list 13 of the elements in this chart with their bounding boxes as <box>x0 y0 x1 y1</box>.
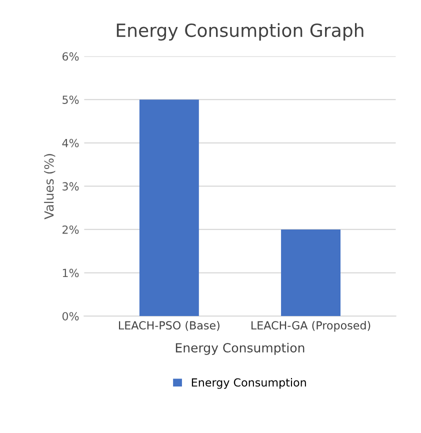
y-tick-label: 0% <box>62 312 79 320</box>
x-tick-label: LEACH-PSO (Base) <box>119 320 220 331</box>
x-tick-label: LEACH-GA (Proposed) <box>252 320 370 332</box>
y-tick-label: 3% <box>62 182 79 191</box>
x-axis-title: Energy Consumption <box>176 342 304 355</box>
y-tick-label: 5% <box>62 96 79 104</box>
chart-title: Energy Consumption Graph <box>116 23 364 41</box>
y-tick-label: 4% <box>62 138 79 148</box>
legend-label: Energy Consumption <box>192 378 306 389</box>
y-tick-label: 1% <box>62 268 79 278</box>
y-tick-label: 6% <box>62 52 79 61</box>
y-axis-title: Values (%) <box>44 154 56 220</box>
y-tick-label: 2% <box>62 225 79 234</box>
